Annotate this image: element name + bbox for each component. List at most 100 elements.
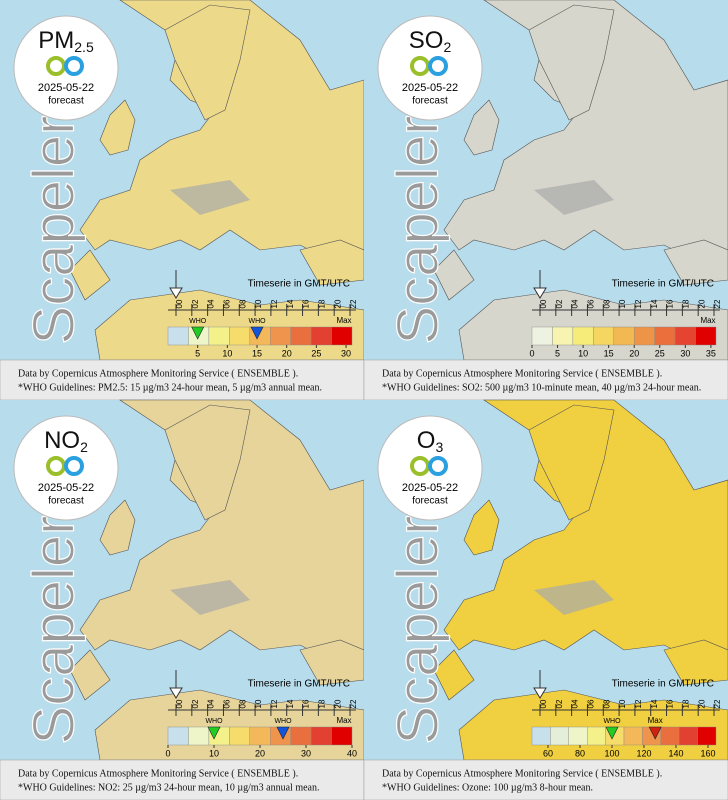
caption-box [363,359,728,401]
hour-label: 10 [254,299,263,308]
scale-label: 10 [222,348,232,358]
pollutant: SO2 [409,27,452,54]
hour-label: 14 [286,699,295,708]
hour-label: 14 [650,699,659,708]
scale-cell [593,326,614,346]
land [99,499,136,556]
scale-cell [167,726,189,746]
hour-label: 08 [238,299,247,308]
alps [534,580,614,615]
scale-label: 40 [347,748,357,758]
pollutant: NO2 [44,427,88,454]
scale-label: 20 [282,348,292,358]
scale-label: 5 [555,348,560,358]
scale-label: 20 [629,348,639,358]
land [99,99,136,156]
max-label: Max [648,716,663,725]
hour-label: 14 [650,299,659,308]
hour-label: 16 [666,699,675,708]
scale-cell [550,726,569,746]
scale-label: 30 [341,348,351,358]
scale-label: 10 [209,748,219,758]
date: 2025-05-22 [402,482,458,494]
land [69,649,111,701]
hour-label: 00 [539,699,548,708]
scale-cell [674,326,696,346]
hour-label: 16 [302,299,311,308]
logo-ring [64,456,84,476]
hour-label: 22 [713,699,722,708]
hour-label: 10 [618,299,627,308]
hour-label: 10 [618,699,627,708]
scale-cell [586,726,606,746]
caption-line: *WHO Guidelines: PM2.5: 15 µg/m3 24-hour… [18,382,322,393]
land [69,249,111,301]
brand: Scapeler [385,116,450,345]
land [164,404,251,521]
who-marker [207,726,221,740]
scale-cell [229,726,250,746]
scale-label: 20 [255,748,265,758]
hour-label: 12 [270,299,279,308]
who-label: WHO [603,718,621,725]
hour-label: 06 [223,699,232,708]
timeserie-label: Timeserie in GMT/UTC [248,279,350,290]
max-label: Max [700,316,715,325]
scale-cell [270,326,291,346]
max-marker [648,726,662,740]
scale-cell [531,326,553,346]
hour-label: 04 [207,299,216,308]
scale-cell [568,726,588,746]
max-label: Max [336,316,351,325]
land [463,499,500,556]
scale-label: 25 [311,348,321,358]
scale-cell [331,726,353,746]
land [663,239,728,286]
who-label: WHO [189,318,207,325]
land [528,404,615,521]
pollutant-name: SO [409,27,444,54]
pollutant-subscript: 2 [80,439,88,455]
hour-label: 20 [333,699,342,708]
land [164,4,251,121]
hour-label: 18 [317,299,326,308]
panel: Data by Copernicus Atmosphere Monitoring… [363,399,728,800]
hour-label: 22 [349,299,358,308]
date: 2025-05-22 [402,82,458,94]
caption-line: Data by Copernicus Atmosphere Monitoring… [382,768,662,779]
scale-cell [188,726,210,746]
scale-cell [697,726,717,746]
pollutant-subscript: 2.5 [74,39,94,55]
date: 2025-05-22 [38,482,94,494]
alps [170,580,250,615]
scale-label: 60 [543,748,553,758]
hour-label: 20 [333,299,342,308]
hour-label: 08 [238,699,247,708]
scale-cell [310,726,332,746]
scale-cell [290,326,312,346]
who-label: WHO [248,318,266,325]
pollutant-subscript: 2 [443,39,451,55]
hour-label: 18 [681,699,690,708]
hour-label: 04 [207,699,216,708]
timeserie-label: Timeserie in GMT/UTC [612,679,714,690]
hour-label: 20 [697,699,706,708]
scale-cell [290,726,312,746]
land [463,99,500,156]
caption-box [0,359,365,401]
scale-cell [634,326,655,346]
caption-box [363,759,728,800]
alps [534,180,614,215]
scale-cell [660,726,680,746]
scale-cell [208,326,230,346]
caption-line: *WHO Guidelines: NO2: 25 µg/m3 24-hour m… [18,782,319,793]
date: 2025-05-22 [38,82,94,94]
hour-label: 06 [587,699,596,708]
scale-label: 0 [529,348,534,358]
scale-cell [613,326,635,346]
logo-ring [64,56,84,76]
status: forecast [48,96,84,107]
panel: Data by Copernicus Atmosphere Monitoring… [0,0,365,401]
land [433,249,475,301]
